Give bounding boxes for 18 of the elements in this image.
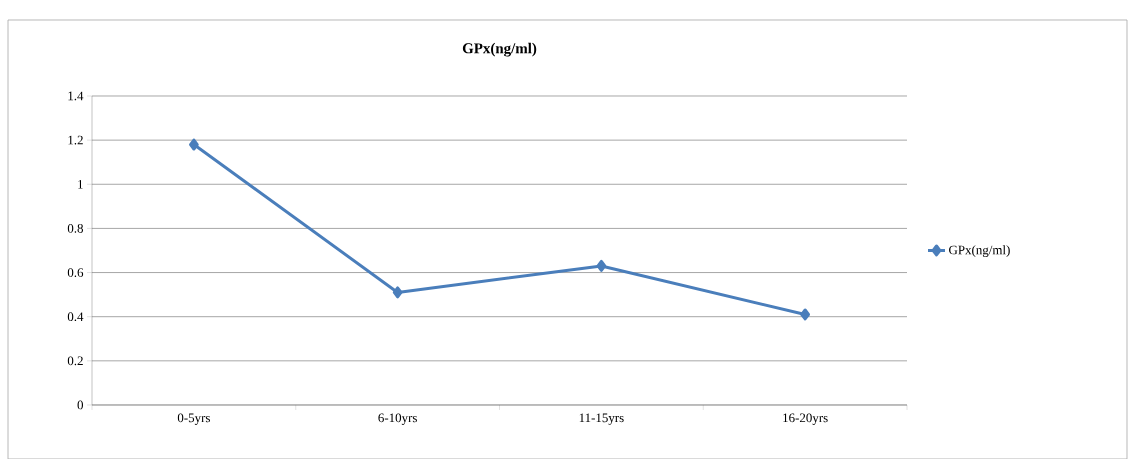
point	[800, 308, 810, 321]
chart-title: GPx(ng/ml)	[462, 42, 537, 57]
y-tick-label: 1	[78, 180, 83, 189]
x-tick-label: 11-15yrs	[579, 413, 624, 425]
point	[189, 138, 199, 151]
point	[596, 259, 607, 272]
y-tick-label: 0.2	[67, 356, 83, 366]
y-tick-label: 0.8	[67, 224, 84, 233]
y-tick-label: 0	[77, 400, 84, 410]
y-tick-label: 0.4	[67, 312, 84, 322]
x-tick-label: 16-20yrs	[783, 413, 828, 425]
legend-label: GPx(ng/ml)	[949, 245, 1010, 258]
point	[392, 286, 403, 299]
y-tick-label: 1.4	[68, 91, 84, 101]
y-tick-label: 0.6	[67, 268, 84, 277]
x-tick-label: 6-10yrs	[378, 413, 417, 425]
y-tick-label: 1.2	[68, 135, 83, 145]
x-tick-label: 0-5yrs	[177, 413, 210, 425]
